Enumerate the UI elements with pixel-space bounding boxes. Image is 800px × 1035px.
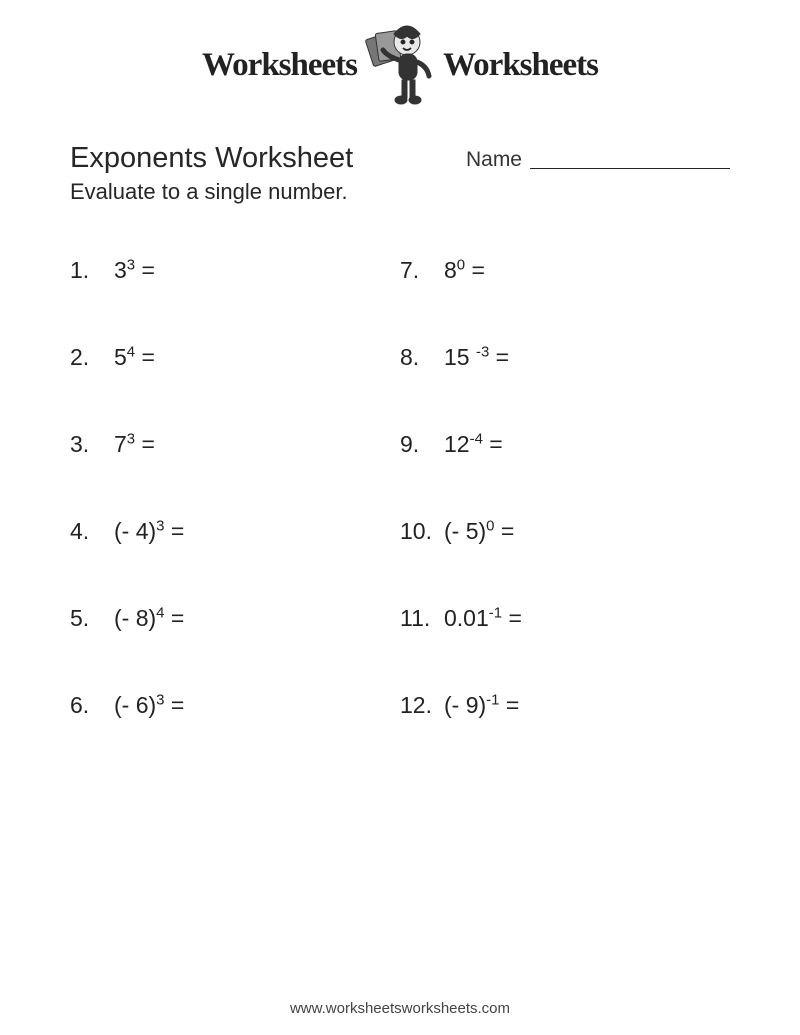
logo-text-right: Worksheets (443, 47, 598, 84)
problem-expression: 80 = (444, 257, 485, 284)
problem-number: 7. (400, 257, 444, 284)
problem: 9.12-4 = (400, 431, 730, 458)
problem-number: 12. (400, 692, 444, 719)
problem-expression: (- 5)0 = (444, 518, 514, 545)
problem: 6.(- 6)3 = (70, 692, 400, 719)
problem-expression: (- 6)3 = (114, 692, 184, 719)
footer-url: www.worksheetsworksheets.com (0, 1000, 800, 1017)
problem-number: 8. (400, 344, 444, 371)
problem: 3.73 = (70, 431, 400, 458)
problem-number: 3. (70, 431, 114, 458)
problem-expression: 0.01-1 = (444, 605, 522, 632)
problem-number: 9. (400, 431, 444, 458)
problem-number: 2. (70, 344, 114, 371)
problem-number: 1. (70, 257, 114, 284)
problem: 2.54 = (70, 344, 400, 371)
problems-grid: 1.33 =7.80 =2.54 =8.15 -3 =3.73 =9.12-4 … (0, 205, 800, 719)
instructions: Evaluate to a single number. (0, 175, 800, 205)
problem-expression: 54 = (114, 344, 155, 371)
problem: 12.(- 9)-1 = (400, 692, 730, 719)
name-blank-line[interactable] (530, 148, 730, 169)
problem-expression: 73 = (114, 431, 155, 458)
logo: Worksheets Worksheets (202, 22, 598, 108)
problem: 5.(- 8)4 = (70, 605, 400, 632)
worksheet-title: Exponents Worksheet (70, 142, 466, 175)
problem-number: 10. (400, 518, 444, 545)
problem-expression: (- 8)4 = (114, 605, 184, 632)
logo-area: Worksheets Worksheets (0, 0, 800, 108)
problem: 10.(- 5)0 = (400, 518, 730, 545)
name-field: Name (466, 142, 730, 175)
problem: 7.80 = (400, 257, 730, 284)
problem: 4.(- 4)3 = (70, 518, 400, 545)
problem-number: 6. (70, 692, 114, 719)
problem-expression: (- 9)-1 = (444, 692, 519, 719)
problem-number: 11. (400, 605, 444, 632)
problem-number: 4. (70, 518, 114, 545)
problem-expression: 33 = (114, 257, 155, 284)
problem-expression: 12-4 = (444, 431, 503, 458)
logo-text-left: Worksheets (202, 47, 357, 84)
problem-expression: 15 -3 = (444, 344, 509, 371)
problem-expression: (- 4)3 = (114, 518, 184, 545)
problem-number: 5. (70, 605, 114, 632)
problem: 11.0.01-1 = (400, 605, 730, 632)
problem: 8.15 -3 = (400, 344, 730, 371)
name-label: Name (466, 148, 522, 172)
problem: 1.33 = (70, 257, 400, 284)
logo-mascot-icon (363, 22, 437, 108)
header-row: Exponents Worksheet Name (0, 108, 800, 175)
